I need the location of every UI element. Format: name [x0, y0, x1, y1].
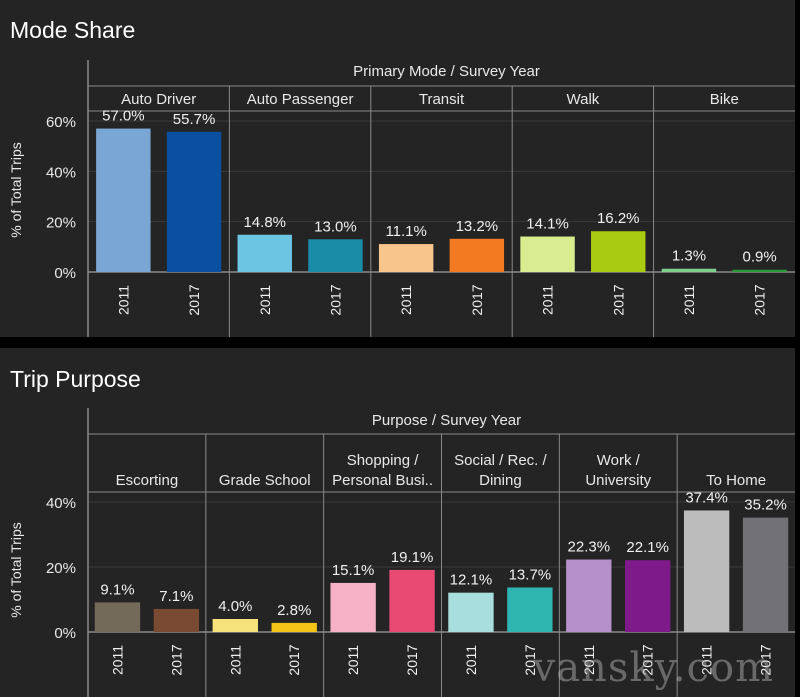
bar: [389, 569, 435, 632]
bar: [448, 592, 494, 632]
x-tick-label: 2017: [327, 284, 343, 315]
bar: [94, 602, 141, 632]
group-name-label: Shopping /: [347, 452, 420, 469]
bar: [742, 517, 789, 632]
group-name-label: Bike: [710, 91, 739, 108]
group-name-label: To Home: [706, 472, 766, 489]
group-name-label: Dining: [479, 472, 522, 489]
data-label: 22.3%: [568, 539, 611, 556]
mode-share-chart: 0% 20% 40% 60% % of Total Trips Primary Mode …: [8, 60, 795, 337]
group-name-label: Work /: [597, 452, 641, 469]
data-label: 16.2%: [597, 210, 640, 227]
data-label: 9.1%: [100, 581, 134, 598]
data-label: 13.2%: [456, 218, 499, 235]
y-tick-label: 20%: [46, 215, 76, 232]
y-tick-label: 20%: [46, 560, 76, 577]
group-name-label: Social / Rec. /: [454, 452, 547, 469]
bar: [330, 582, 376, 632]
group-name-label: Transit: [419, 91, 465, 108]
bar: [166, 131, 222, 272]
data-label: 19.1%: [391, 549, 434, 566]
data-label: 22.1%: [626, 539, 669, 556]
bar: [378, 244, 434, 272]
group-header-label: Purpose / Survey Year: [372, 412, 521, 429]
bar: [271, 622, 317, 632]
group-name-label: Grade School: [219, 472, 311, 489]
x-tick-label: 2017: [404, 644, 420, 675]
data-label: 13.0%: [314, 218, 357, 235]
y-tick-label: 0%: [54, 625, 76, 642]
y-axis-label: % of Total Trips: [8, 142, 24, 237]
y-tick-label: 60%: [46, 114, 76, 131]
bar: [308, 239, 363, 272]
x-tick-label: 2017: [469, 284, 485, 315]
data-label: 2.8%: [277, 602, 311, 619]
bar: [153, 608, 200, 632]
group-name-label: Escorting: [116, 472, 179, 489]
x-tick-label: 2011: [581, 645, 597, 675]
bar: [520, 236, 575, 272]
data-label: 7.1%: [159, 588, 193, 605]
x-tick-label: 2011: [699, 645, 715, 675]
data-label: 14.8%: [243, 214, 286, 231]
x-tick-label: 2017: [758, 644, 774, 675]
trip-purpose-panel: Trip Purpose 0% 20% 40% % of Total Trips Pur…: [0, 348, 795, 697]
group-name-label: Auto Passenger: [247, 91, 354, 108]
x-tick-label: 2017: [522, 644, 538, 675]
bar: [96, 128, 151, 272]
data-label: 12.1%: [450, 572, 493, 589]
watermark-text: vansky.com: [532, 645, 774, 691]
x-tick-label: 2017: [752, 284, 768, 315]
data-label: 11.1%: [385, 223, 426, 240]
data-label: 1.3%: [672, 248, 706, 265]
y-axis-label: % of Total Trips: [8, 522, 24, 617]
x-tick-label: 2017: [640, 644, 656, 675]
group-name-label: Personal Busi..: [332, 472, 433, 489]
y-tick-label: 0%: [54, 265, 76, 282]
data-label: 4.0%: [218, 598, 252, 615]
x-tick-label: 2011: [345, 645, 361, 675]
x-tick-label: 2011: [540, 285, 556, 315]
bar: [625, 560, 671, 632]
bar: [732, 269, 787, 272]
y-tick-label: 40%: [46, 164, 76, 181]
bar: [449, 238, 505, 272]
x-tick-label: 2017: [186, 284, 202, 315]
data-label: 35.2%: [744, 497, 787, 514]
x-tick-label: 2011: [257, 285, 273, 315]
group-name-label: University: [585, 472, 651, 489]
group-header-label: Primary Mode / Survey Year: [353, 63, 540, 80]
x-tick-label: 2011: [115, 285, 131, 315]
data-label: 14.1%: [526, 216, 569, 233]
bar: [566, 559, 612, 632]
y-tick-label: 40%: [46, 495, 76, 512]
group-name-label: Auto Driver: [121, 91, 196, 108]
x-tick-label: 2011: [109, 645, 125, 675]
group-name-label: Walk: [567, 91, 600, 108]
bar: [591, 231, 646, 272]
data-label: 55.7%: [173, 111, 216, 128]
x-tick-label: 2011: [398, 285, 414, 315]
bar: [683, 510, 730, 632]
mode-share-title: Mode Share: [10, 17, 136, 43]
bar: [507, 587, 553, 632]
bar: [661, 268, 717, 272]
data-label: 37.4%: [685, 489, 728, 506]
bar: [237, 234, 292, 272]
data-label: 57.0%: [102, 108, 145, 125]
trip-purpose-title: Trip Purpose: [10, 366, 141, 392]
trip-purpose-chart: 0% 20% 40% % of Total Trips Purpose / Survey…: [8, 408, 795, 697]
data-label: 13.7%: [509, 566, 552, 583]
x-tick-label: 2011: [681, 285, 697, 315]
x-tick-label: 2017: [610, 284, 626, 315]
x-tick-label: 2017: [286, 644, 302, 675]
data-label: 15.1%: [332, 562, 375, 579]
bar: [212, 619, 258, 632]
data-label: 0.9%: [743, 249, 777, 266]
x-tick-label: 2011: [463, 645, 479, 675]
x-tick-label: 2017: [168, 644, 184, 675]
mode-share-panel: Mode Share 0% 20% 40% 60% % of Total Trips Pr…: [0, 0, 795, 337]
x-tick-label: 2011: [227, 645, 243, 675]
